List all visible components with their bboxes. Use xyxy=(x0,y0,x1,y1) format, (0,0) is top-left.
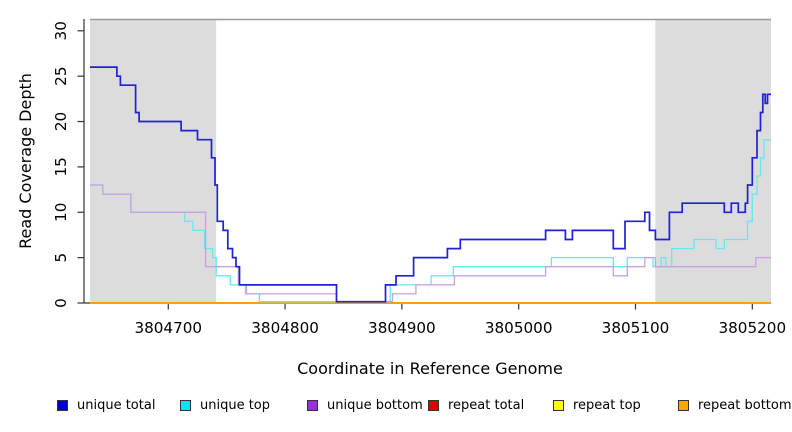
legend-item-unique-total: unique total xyxy=(57,398,155,413)
legend-label-repeat-bottom: repeat bottom xyxy=(698,398,792,413)
y-tick-label: 30 xyxy=(52,21,70,40)
y-tick-label: 15 xyxy=(52,157,70,176)
x-tick-label: 3805000 xyxy=(485,319,553,337)
y-axis-title: Read Coverage Depth xyxy=(16,73,35,249)
legend-label-unique-bottom: unique bottom xyxy=(327,398,423,413)
x-tick-label: 3805100 xyxy=(602,319,670,337)
y-tick-label: 25 xyxy=(52,66,70,85)
x-tick-label: 3804700 xyxy=(134,319,202,337)
series-unique-top xyxy=(90,139,771,303)
legend-item-repeat-total: repeat total xyxy=(428,398,524,413)
legend-swatch-unique-top xyxy=(180,400,191,411)
x-tick-label: 3804800 xyxy=(251,319,319,337)
series-unique-bottom xyxy=(90,184,771,303)
series-layer xyxy=(90,66,771,304)
y-tick-label: 0 xyxy=(52,298,70,308)
x-axis-title: Coordinate in Reference Genome xyxy=(297,359,563,378)
axes-layer: 3804700 3804800 3804900 3805000 3805100 38052… xyxy=(52,19,786,337)
shaded-region-1 xyxy=(90,19,217,303)
legend-swatch-repeat-bottom xyxy=(678,400,689,411)
legend-label-repeat-total: repeat total xyxy=(448,398,525,413)
series-unique-total xyxy=(90,66,771,303)
x-tick-label: 3805200 xyxy=(718,319,786,337)
legend-swatch-repeat-total xyxy=(428,400,439,411)
legend-label-repeat-top: repeat top xyxy=(573,398,641,413)
legend-item-repeat-bottom: repeat bottom xyxy=(678,398,792,413)
y-tick-label: 10 xyxy=(52,203,70,222)
y-tick-label: 20 xyxy=(52,112,70,131)
legend-label-unique-total: unique total xyxy=(77,398,156,413)
legend-swatch-unique-bottom xyxy=(307,400,318,411)
legend-swatch-unique-total xyxy=(57,400,68,411)
legend-item-unique-bottom: unique bottom xyxy=(307,398,423,413)
y-tick-label: 5 xyxy=(52,253,70,263)
legend-label-unique-top: unique top xyxy=(200,398,271,413)
legend: unique total unique top unique bottom repea… xyxy=(0,398,792,418)
legend-item-repeat-top: repeat top xyxy=(553,398,641,413)
x-tick-label: 3804900 xyxy=(368,319,436,337)
legend-item-unique-top: unique top xyxy=(180,398,270,413)
plot-background-layer xyxy=(90,18,771,303)
shaded-region-2 xyxy=(655,19,771,303)
legend-swatch-repeat-top xyxy=(553,400,564,411)
